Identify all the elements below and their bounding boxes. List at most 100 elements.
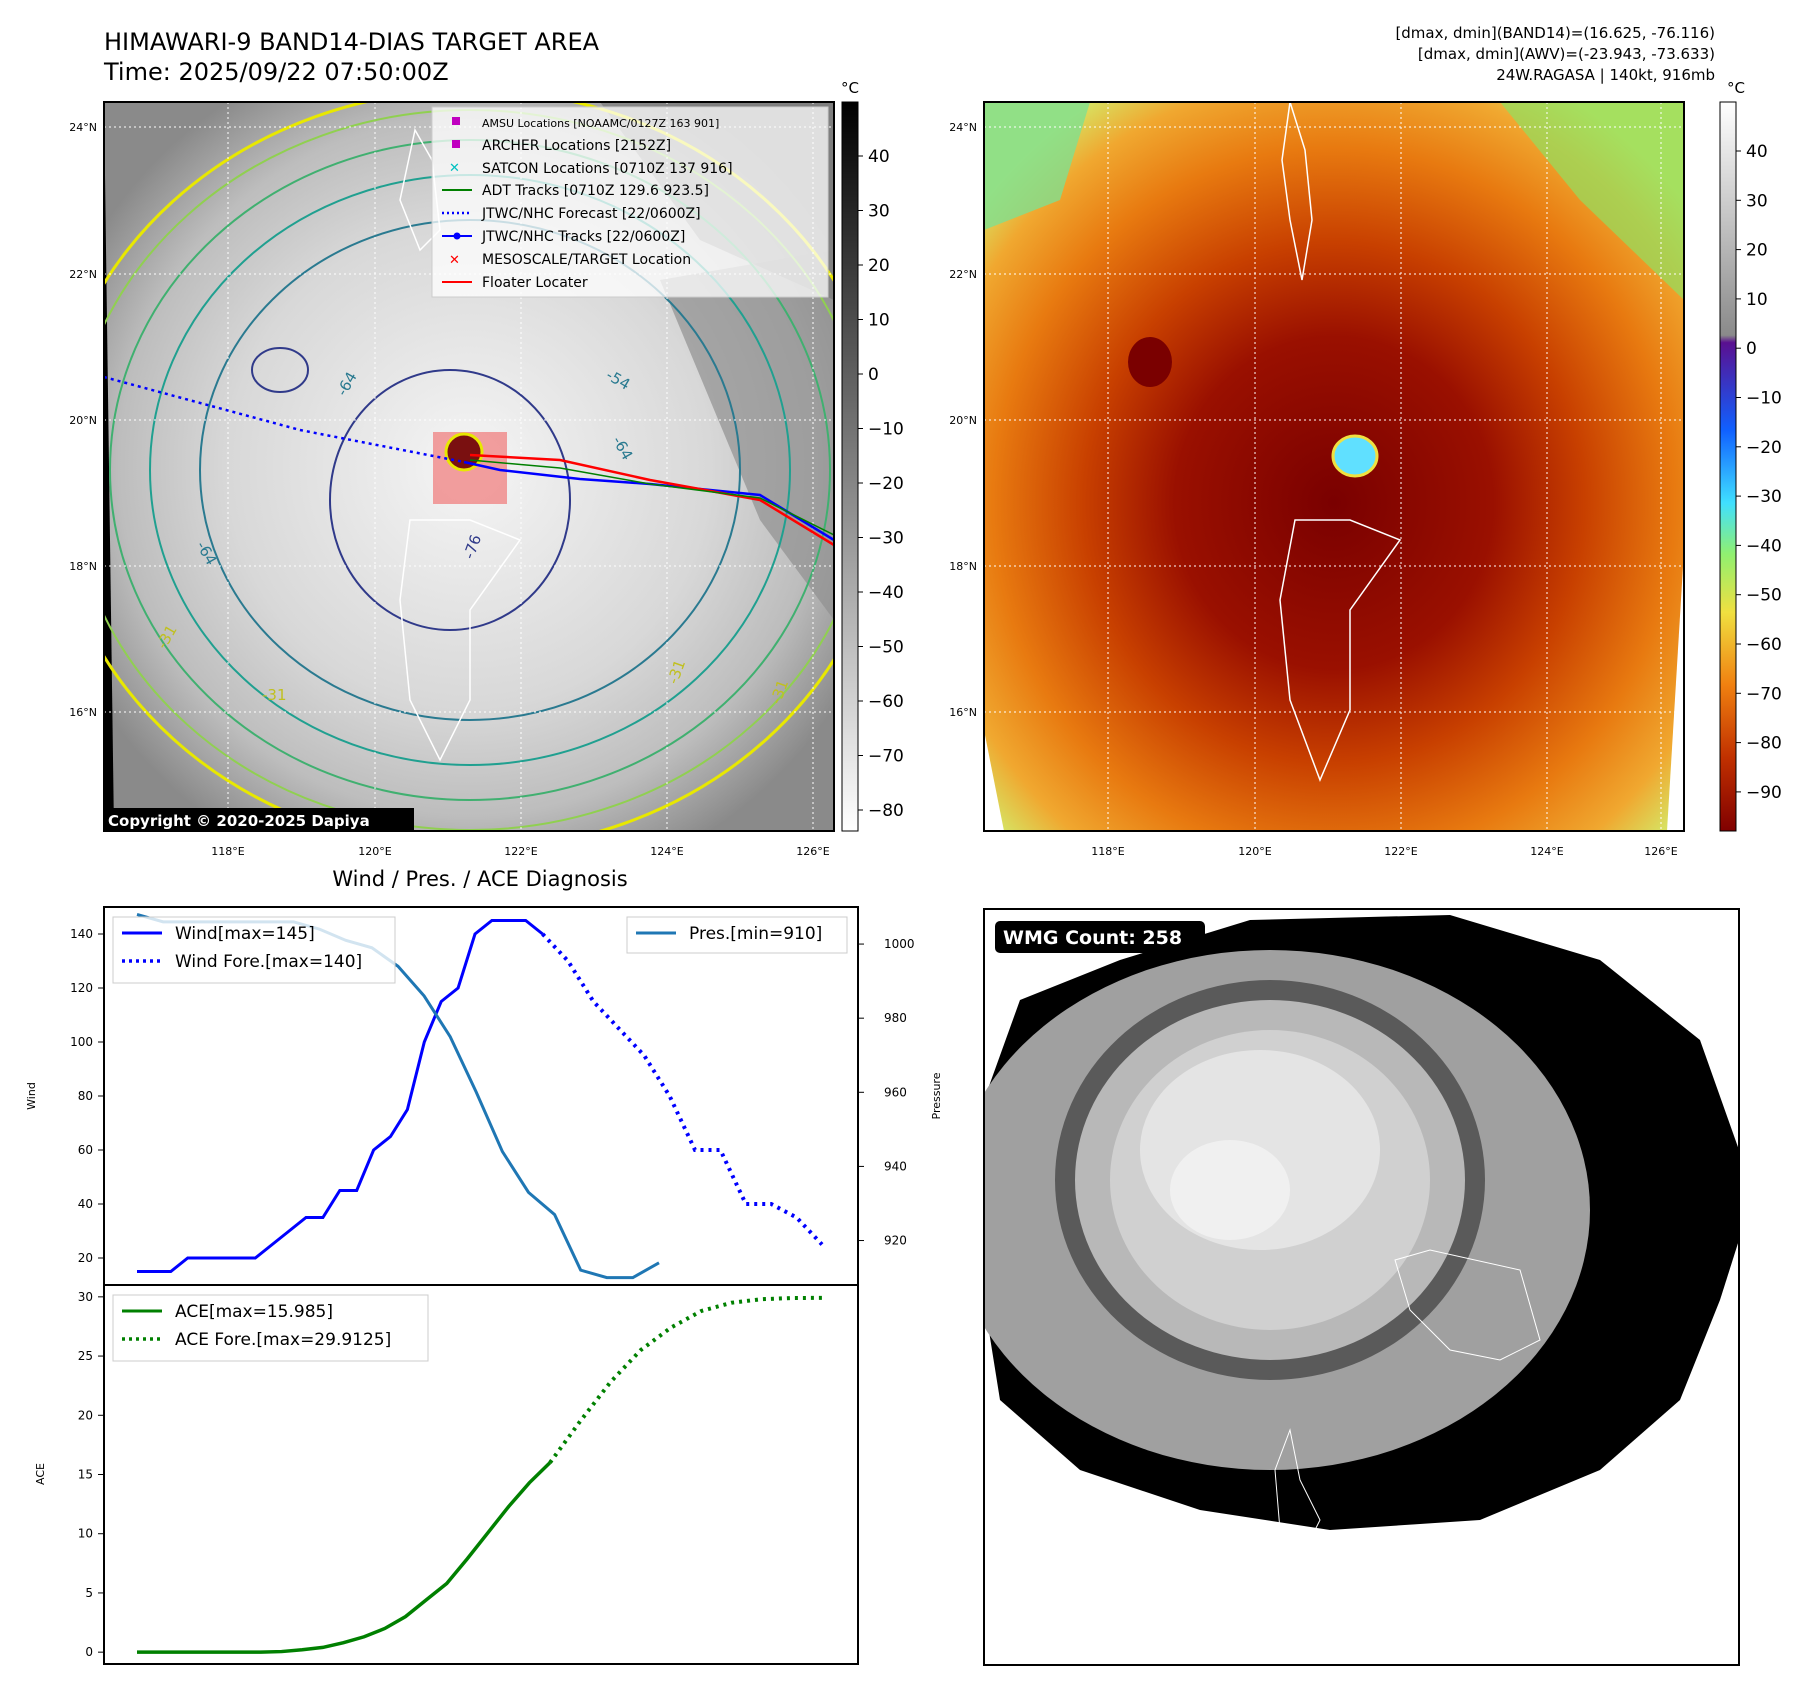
colorbar-tick-label: −40 [1746,536,1782,556]
pres-legend: Pres.[min=910] [626,916,848,954]
colorbar-tick-label: −10 [1746,389,1782,409]
ace-series-line [137,1461,552,1654]
mesoscale-marker: ✕ [449,253,460,268]
colorbar-tick-label: −20 [1746,438,1782,458]
wmg-panel: WMG Count: 258 [983,908,1740,1666]
colorbar-tick-label: −70 [1746,684,1782,704]
pres-tick-label: 920 [884,1234,907,1248]
lat-label: 16°N [69,706,97,719]
colorbar-tick-label: 20 [868,256,890,276]
colorbar-tick-label: −60 [868,692,904,712]
wind-tick-label: 80 [78,1089,93,1103]
ace-tick-label: 15 [78,1468,93,1482]
ace-legend: ACE[max=15.985] ACE Fore.[max=29.9125] [112,1294,429,1362]
lat-label: 20°N [949,414,977,427]
colorbar-tick-label: 10 [1746,290,1768,310]
wind-legend: Wind[max=145] Wind Fore.[max=140] [112,916,396,984]
colorbar-tick-label: −40 [868,583,904,603]
stats-line-3: 24W.RAGASA | 140kt, 916mb [1496,66,1715,84]
ace-tick-label: 5 [85,1586,93,1600]
lat-label: 18°N [949,560,977,573]
ace-tick-label: 30 [78,1290,93,1304]
legend-item: AMSU Locations [NOAAMC/0127Z 163 901] [482,117,719,130]
colorbar-tick-label: 20 [1746,241,1768,261]
legend-item: ADT Tracks [0710Z 129.6 923.5] [482,183,709,199]
wind-tick-label: 20 [78,1251,93,1265]
ir-colorbar-unit: °C [841,79,859,97]
wind-tick-label: 120 [70,981,93,995]
ace-tick-label: 25 [78,1349,93,1363]
legend-ace-fore: ACE Fore.[max=29.9125] [175,1330,391,1350]
contour-label: -31 [262,686,287,704]
colorbar-tick-label: −80 [868,801,904,821]
legend-item: SATCON Locations [0710Z 137 916] [482,161,733,177]
lon-label: 124°E [650,845,683,858]
legend-wind-fore: Wind Fore.[max=140] [175,952,362,972]
legend-pres: Pres.[min=910] [689,924,822,944]
stats-line-2: [dmax, dmin](AWV)=(-23.943, -73.633) [1418,45,1715,63]
wind-tick-label: 60 [78,1143,93,1157]
lat-label: 22°N [69,268,97,281]
lon-label: 118°E [1091,845,1124,858]
legend-item: Floater Locater [482,275,588,291]
copyright: Copyright © 2020-2025 Dapiya [108,812,370,830]
colorbar-tick-label: −50 [1746,586,1782,606]
lat-label: 24°N [949,121,977,134]
lon-label: 124°E [1530,845,1563,858]
awv-colorbar-unit: °C [1727,79,1745,97]
satcon-marker: ✕ [449,161,460,176]
ir-legend: AMSU Locations [NOAAMC/0127Z 163 901] AR… [431,106,829,298]
lon-label: 122°E [504,845,537,858]
lon-label: 126°E [1644,845,1677,858]
legend-wind: Wind[max=145] [175,924,315,944]
lon-label: 126°E [796,845,829,858]
lon-label: 118°E [211,845,244,858]
lon-label: 120°E [1238,845,1271,858]
lat-label: 20°N [69,414,97,427]
ace-tick-label: 20 [78,1408,93,1422]
wind-series-line [137,919,544,1273]
ace-tick-label: 0 [85,1645,93,1659]
legend-item: JTWC/NHC Forecast [22/0600Z] [481,206,701,222]
lon-label: 120°E [358,845,391,858]
legend-item: ARCHER Locations [2152Z] [482,138,671,154]
colorbar-tick-label: 10 [868,311,890,331]
colorbar-tick-label: −50 [868,638,904,658]
awv-colorbar [1719,101,1737,832]
lat-label: 18°N [69,560,97,573]
colorbar-tick-label: 40 [868,147,890,167]
awv-map-panel: 24°N 22°N 20°N 18°N 16°N 118°E 120°E 122… [949,79,1782,858]
pres-tick-label: 940 [884,1159,907,1173]
colorbar-tick-label: −80 [1746,734,1782,754]
wind-tick-label: 100 [70,1035,93,1049]
pres-tick-label: 980 [884,1011,907,1025]
diag-title: Wind / Pres. / ACE Diagnosis [332,867,627,891]
lon-label: 122°E [1384,845,1417,858]
colorbar-tick-label: 0 [868,365,879,385]
amsu-marker [452,117,460,125]
lat-label: 22°N [949,268,977,281]
pres-tick-label: 1000 [884,937,915,951]
wmg-count-label: WMG Count: 258 [1003,927,1182,949]
lat-label: 24°N [69,121,97,134]
colorbar-tick-label: −90 [1746,783,1782,803]
diag-panel: Wind / Pres. / ACE Diagnosis Wind Pressu… [25,867,943,1665]
legend-item: MESOSCALE/TARGET Location [482,252,691,268]
lat-label: 16°N [949,706,977,719]
colorbar-tick-label: −30 [1746,487,1782,507]
legend-item: JTWC/NHC Tracks [22/0600Z] [481,229,685,245]
figure-time: Time: 2025/09/22 07:50:00Z [103,58,449,86]
colorbar-tick-label: 30 [868,202,890,222]
track-dot [453,232,461,240]
pressure-axis-label: Pressure [930,1072,943,1119]
archer-marker [452,140,460,148]
colorbar-tick-label: 40 [1746,142,1768,162]
figure-title: HIMAWARI-9 BAND14-DIAS TARGET AREA [104,28,600,56]
ace-tick-label: 10 [78,1527,93,1541]
stats-line-1: [dmax, dmin](BAND14)=(16.625, -76.116) [1395,24,1715,42]
wind-tick-label: 40 [78,1197,93,1211]
colorbar-tick-label: −10 [868,420,904,440]
colorbar-tick-label: −20 [868,474,904,494]
wind-axis-label: Wind [25,1082,38,1110]
colorbar-tick-label: −60 [1746,635,1782,655]
